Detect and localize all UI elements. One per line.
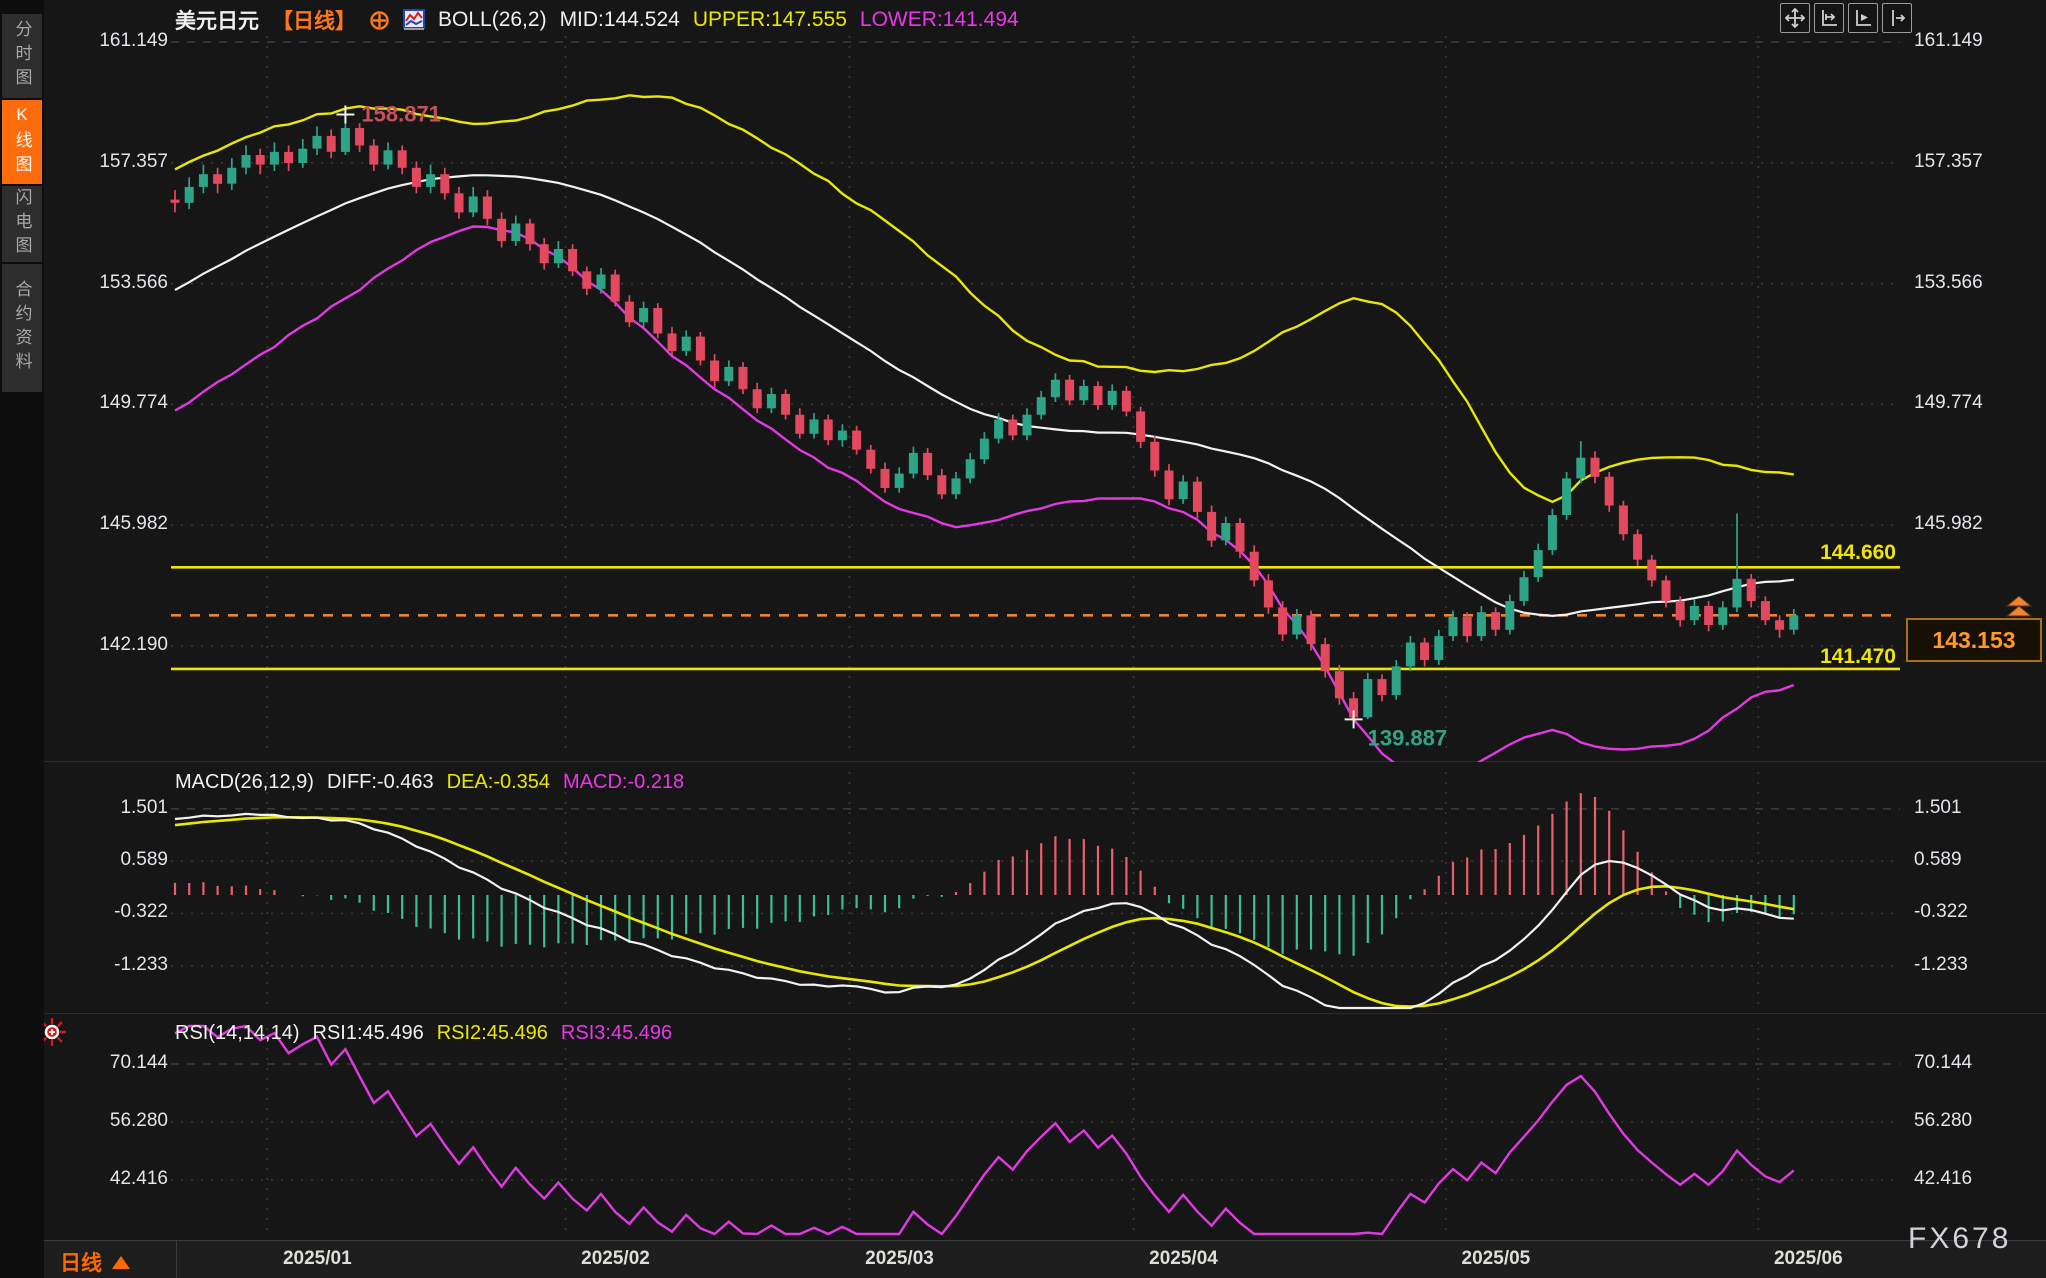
panel-separator [44, 761, 2046, 762]
axis-tick-label: 0.589 [1914, 849, 1962, 871]
axis-tick-label: 153.566 [1914, 271, 1983, 293]
date-label: 2025/03 [865, 1248, 934, 1269]
rsi2-value: RSI2:45.496 [436, 1022, 548, 1044]
bottom-bar: 日线 [44, 1240, 2046, 1278]
axis-tick-label: -1.233 [114, 953, 168, 975]
toolbar-pan-right-button[interactable] [1882, 3, 1912, 33]
axis-tick-label: -0.322 [114, 901, 168, 923]
axis-tick-label: 161.149 [99, 29, 168, 51]
date-label: 2025/01 [282, 1248, 352, 1269]
date-label: 2025/06 [1773, 1248, 1843, 1269]
sidebar-tab-candles[interactable]: K线图 [2, 100, 42, 184]
period-tag[interactable]: 【日线】 [272, 10, 356, 33]
resistance-level-label: 144.660 [1820, 541, 1896, 564]
current-price-box: 143.153 [1906, 618, 2042, 662]
svg-text:139.887: 139.887 [1368, 725, 1448, 750]
axis-tick-label: 161.149 [1914, 29, 1983, 51]
rsi3-value: RSI3:45.496 [560, 1022, 673, 1044]
period-selector[interactable]: 日线 [60, 1247, 130, 1277]
axis-tick-label: 42.416 [1914, 1168, 1973, 1189]
axis-tick-label: 70.144 [109, 1052, 168, 1073]
macd-diff-value: DIFF:-0.463 [326, 771, 434, 793]
macd-title: MACD(26,12,9) [175, 771, 314, 793]
tab-label: 分时图 [12, 20, 32, 92]
indicator-marker-icon[interactable] [37, 1017, 67, 1051]
macd-macd-value: MACD:-0.218 [563, 771, 685, 793]
boll-upper-value: UPPER:147.555 [692, 8, 847, 31]
svg-text:158.871: 158.871 [361, 102, 441, 127]
sidebar-tab-timeline[interactable]: 分时图 [2, 14, 42, 98]
macd-dea-value: DEA:-0.354 [446, 771, 551, 793]
period-label: 日线 [60, 1252, 102, 1275]
axis-tick-label: 56.280 [109, 1110, 168, 1131]
rsi-header: RSI(14,14,14) RSI1:45.496 RSI2:45.496 RS… [175, 1022, 672, 1045]
sidebar-tab-contract-info[interactable]: 合约资料 [2, 264, 42, 392]
current-price-value: 143.153 [1932, 626, 2016, 653]
axis-tick-label: 1.501 [120, 796, 168, 818]
target-icon[interactable] [369, 10, 390, 31]
axis-tick-label: -1.233 [1914, 953, 1968, 975]
axis-tick-label: 1.501 [1914, 796, 1962, 818]
date-label: 2025/02 [581, 1248, 650, 1269]
sidebar: 分时图 K线图 闪电图 合约资料 [0, 0, 44, 1278]
axis-tick-label: 42.416 [109, 1168, 168, 1189]
boll-mid-value: MID:144.524 [559, 8, 680, 31]
toolbar-x-axis-scale-button[interactable] [1814, 3, 1844, 33]
sidebar-tab-lightning[interactable]: 闪电图 [2, 186, 42, 262]
tab-label: 闪电图 [12, 188, 32, 260]
tab-label: 合约资料 [12, 280, 32, 376]
boll-lower-value: LOWER:141.494 [859, 8, 1019, 31]
support-level-label: 141.470 [1820, 645, 1896, 668]
axis-scale-h-icon [1822, 10, 1837, 26]
date-label: 2025/04 [1149, 1248, 1218, 1269]
date-label: 2025/05 [1461, 1248, 1531, 1269]
axis-tick-label: 149.774 [99, 392, 168, 414]
chart-type-icon[interactable] [403, 9, 425, 31]
axis-tick-label: 145.982 [1914, 513, 1983, 535]
chart-toolbar [1780, 3, 1912, 33]
axis-tick-label: 142.190 [99, 634, 168, 655]
macd-header: MACD(26,12,9) DIFF:-0.463 DEA:-0.354 MAC… [175, 771, 684, 794]
axis-tick-label: 157.357 [99, 150, 168, 172]
axis-tick-label: 157.357 [1914, 150, 1983, 172]
axis-tick-label: 0.589 [120, 849, 168, 871]
axis-tick-label: -0.322 [1914, 901, 1968, 923]
main-chart-header: 美元日元 【日线】 BOLL(26,2) MID:144.524 UPPER:1… [175, 5, 1019, 35]
main-chart-panel[interactable]: 158.871 139.887 [44, 0, 1906, 762]
rsi-panel[interactable] [44, 1014, 1906, 1240]
axis-tick-label: 56.280 [1914, 1110, 1973, 1131]
boll-label: BOLL(26,2) [438, 8, 547, 31]
watermark: FX678 [1908, 1222, 2012, 1255]
rsi1-value: RSI1:45.496 [312, 1022, 424, 1044]
pan-right-icon [1892, 10, 1906, 26]
axis-play-icon [1856, 10, 1871, 26]
symbol-title: 美元日元 [175, 10, 259, 33]
price-up-arrow-icon [2004, 595, 2034, 625]
dropdown-up-icon [112, 1255, 130, 1269]
toolbar-y-axis-scale-button[interactable] [1848, 3, 1878, 33]
bottom-bar-divider [176, 1241, 177, 1278]
axis-tick-label: 149.774 [1914, 392, 1983, 414]
tab-label: K线图 [12, 105, 32, 179]
rsi-title: RSI(14,14,14) [175, 1022, 300, 1044]
panel-separator [44, 1013, 2046, 1014]
macd-panel[interactable] [44, 762, 1906, 1014]
axis-tick-label: 145.982 [99, 513, 168, 535]
toolbar-crosshair-button[interactable] [1780, 3, 1810, 33]
axis-tick-label: 153.566 [99, 271, 168, 293]
axis-tick-label: 70.144 [1914, 1052, 1973, 1073]
crosshair-move-icon [1784, 7, 1806, 29]
